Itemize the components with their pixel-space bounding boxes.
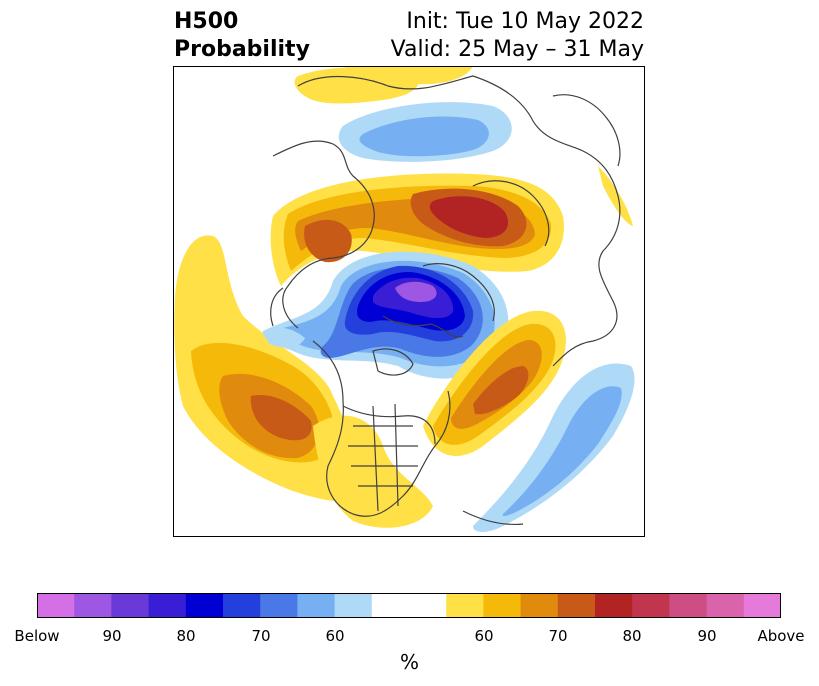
date-block: Init: Tue 10 May 2022 Valid: 25 May – 31… <box>391 8 644 64</box>
title-variable: H500 <box>174 9 239 34</box>
colorbar-bin <box>334 593 373 618</box>
colorbar-bin <box>743 593 781 618</box>
tick-label-above-90: 90 <box>697 627 717 645</box>
title-quantity: Probability <box>174 37 310 62</box>
colorbar-bin <box>185 593 224 618</box>
colorbar-border <box>37 593 781 618</box>
colorbar-bin <box>74 593 112 618</box>
colorbar-bin <box>37 593 75 618</box>
tick-label-below-60: 60 <box>325 627 345 645</box>
tick-label-below-80: 80 <box>176 627 196 645</box>
colorbar-bin <box>371 593 447 618</box>
coastlines <box>270 75 621 526</box>
eurasia-red-core <box>429 196 509 238</box>
tick-label-above-70: 70 <box>548 627 568 645</box>
tick-label-above-80: 80 <box>622 627 642 645</box>
atlantic-blue-west <box>263 327 305 348</box>
pacific-anomaly-core <box>250 395 312 441</box>
colorbar-unit-label: % <box>399 650 419 674</box>
polar-anomaly-core <box>395 281 437 302</box>
colorbar-bin <box>148 593 187 618</box>
tick-label-below-90: 90 <box>102 627 122 645</box>
colorbar-bin <box>260 593 298 618</box>
atlantic-blue <box>502 386 622 517</box>
colorbar-bin <box>632 593 670 618</box>
tick-label-below-70: 70 <box>251 627 271 645</box>
colorbar-bin <box>223 593 261 618</box>
atlantic-anomaly-core <box>473 366 529 415</box>
colorbar <box>37 593 781 618</box>
colorbar-tick-labels: Below 90 80 70 60 60 70 80 90 Above <box>0 627 819 647</box>
colorbar-bin <box>557 593 596 618</box>
colorbar-bin <box>297 593 336 618</box>
colorbar-bin <box>520 593 559 618</box>
tick-label-below: Below <box>14 627 60 645</box>
north-america-yellow <box>313 415 433 528</box>
colorbar-bin <box>111 593 150 618</box>
colorbar-bin <box>669 593 708 618</box>
colorbar-bin <box>446 593 484 618</box>
north-blue <box>359 116 489 157</box>
colorbar-bin <box>595 593 633 618</box>
probability-map <box>173 66 645 537</box>
colorbar-bin <box>706 593 745 618</box>
init-date: Init: Tue 10 May 2022 <box>406 9 644 34</box>
east-yellow-sliver <box>598 166 633 226</box>
tick-label-above-60: 60 <box>474 627 494 645</box>
europe-dark-orange <box>304 219 352 263</box>
title-block: H500 Probability <box>174 8 310 64</box>
north-yellow-patch-2 <box>343 66 473 85</box>
valid-range: Valid: 25 May – 31 May <box>390 37 644 62</box>
tick-label-above: Above <box>757 627 805 645</box>
colorbar-bin <box>483 593 522 618</box>
